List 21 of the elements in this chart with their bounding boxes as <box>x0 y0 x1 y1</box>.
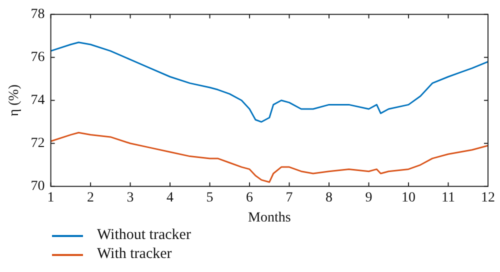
y-axis-title: η (%) <box>7 84 22 116</box>
y-tick-label: 76 <box>30 50 45 66</box>
x-tick-label: 6 <box>246 190 254 206</box>
x-tick-label: 1 <box>47 190 54 206</box>
y-tick-label: 74 <box>30 93 45 108</box>
x-axis-title: Months <box>248 210 291 226</box>
x-tick-label: 7 <box>286 190 293 206</box>
legend-label: Without tracker <box>97 227 191 244</box>
x-tick-label: 10 <box>402 190 416 206</box>
legend-label: With tracker <box>97 246 172 263</box>
x-tick-label: 5 <box>206 190 214 206</box>
y-tick-label: 78 <box>30 7 45 22</box>
x-tick-label: 9 <box>365 190 372 206</box>
x-tick-label: 11 <box>442 190 455 206</box>
x-tick-label: 4 <box>166 190 174 206</box>
x-tick-label: 3 <box>126 190 134 206</box>
y-tick-label: 70 <box>30 179 45 194</box>
x-tick-label: 8 <box>326 190 333 206</box>
x-tick-label: 2 <box>87 190 94 206</box>
y-tick-label: 72 <box>30 136 45 152</box>
x-tick-label: 12 <box>481 190 495 206</box>
